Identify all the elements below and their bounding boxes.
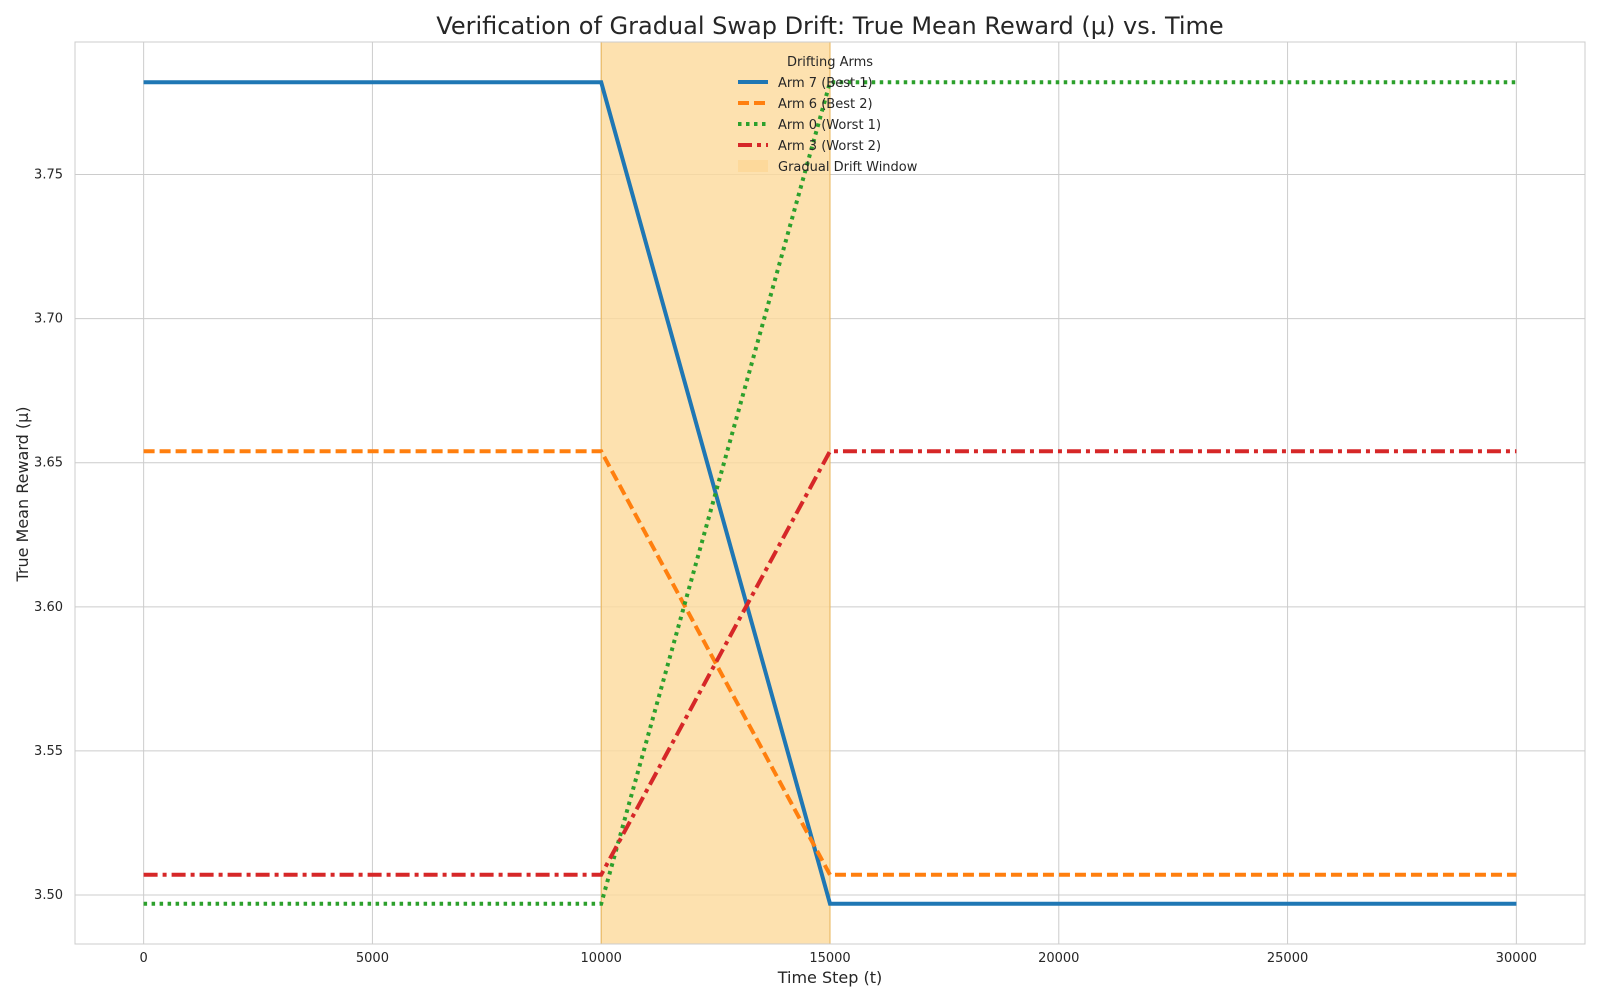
x-tick-label: 5000 (356, 951, 389, 966)
legend-swatch (738, 160, 768, 172)
x-tick-label: 30000 (1496, 951, 1537, 966)
series-line-4 (143, 449, 1517, 877)
legend-label: Arm 7 (Best 1) (778, 76, 873, 91)
legend-label: Arm 0 (Worst 1) (778, 118, 881, 133)
legend-label: Arm 3 (Worst 2) (778, 139, 881, 154)
x-tick-label: 20000 (1038, 951, 1079, 966)
series-line-2 (143, 449, 1517, 877)
y-tick-label: 3.60 (34, 600, 63, 615)
x-tick-label: 15000 (809, 951, 850, 966)
y-tick-label: 3.70 (34, 312, 63, 327)
legend-title: Drifting Arms (787, 55, 873, 70)
legend: Drifting Arms Arm 7 (Best 1) Arm 6 (Best 2… (738, 55, 918, 175)
x-axis-label: Time Step (t) (777, 968, 883, 987)
y-tick-label: 3.75 (34, 168, 63, 183)
y-tick-label: 3.65 (34, 456, 63, 471)
series-line-1 (143, 80, 1517, 906)
x-tick-label: 25000 (1267, 951, 1308, 966)
x-tick-label: 10000 (581, 951, 622, 966)
legend-label: Gradual Drift Window (778, 160, 918, 175)
y-axis-label: True Mean Reward (μ) (13, 406, 32, 582)
y-tick-label: 3.55 (34, 744, 63, 759)
plot-frame (74, 41, 1586, 945)
chart-title: Verification of Gradual Swap Drift: True… (436, 12, 1223, 40)
y-tick-label: 3.50 (34, 888, 63, 903)
plot-area: 0 5000 10000 15000 20000 25000 30000 3.50 3.55 3.… (34, 41, 1586, 966)
legend-label: Arm 6 (Best 2) (778, 97, 873, 112)
x-tick-label: 0 (139, 951, 147, 966)
